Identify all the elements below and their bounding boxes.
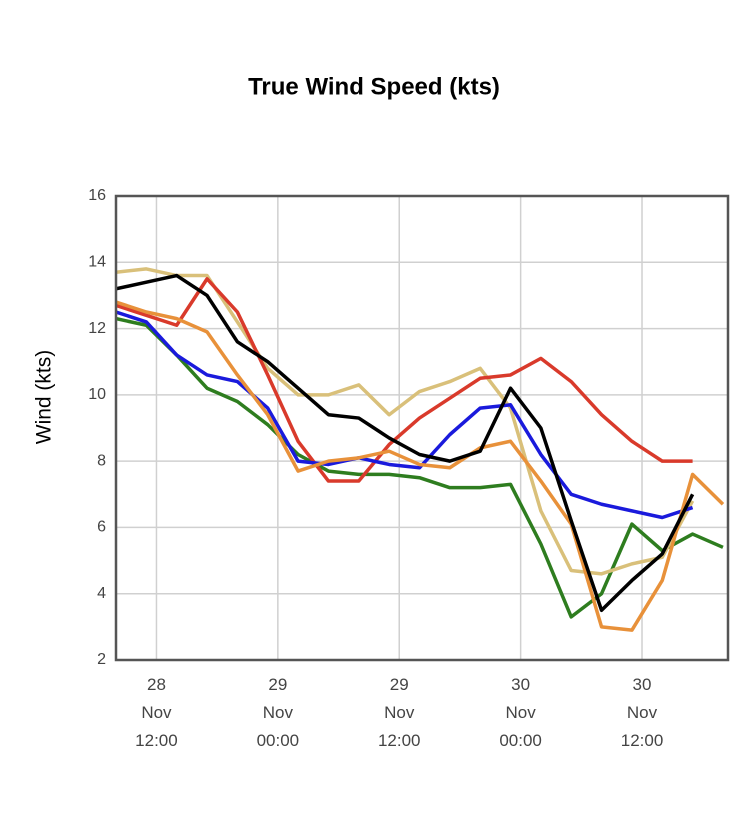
x-tick-label: 28 Nov 12:00 bbox=[135, 675, 178, 750]
y-tick-label: 14 bbox=[88, 254, 106, 271]
chart-title: True Wind Speed (kts) bbox=[248, 73, 500, 100]
x-tick-label: 30 Nov 00:00 bbox=[499, 675, 542, 750]
y-axis-label: Wind (kts) bbox=[33, 350, 56, 445]
x-tick-label: 29 Nov 00:00 bbox=[256, 675, 300, 750]
series-line bbox=[116, 273, 695, 613]
y-tick-label: 6 bbox=[97, 519, 106, 536]
y-tick-label: 10 bbox=[88, 386, 106, 403]
series-line bbox=[116, 277, 693, 483]
y-tick-label: 2 bbox=[97, 651, 106, 668]
y-tick-label: 16 bbox=[88, 187, 106, 204]
series-line bbox=[116, 316, 724, 619]
y-tick-label: 8 bbox=[97, 452, 106, 469]
y-tick-label: 12 bbox=[88, 320, 106, 337]
series-line bbox=[116, 310, 694, 520]
y-tick-label: 4 bbox=[97, 585, 106, 602]
series-line bbox=[116, 300, 725, 632]
plot-frame bbox=[114, 194, 730, 662]
x-tick-label: 30 Nov 12:00 bbox=[620, 675, 664, 750]
x-tick-label: 29 Nov 12:00 bbox=[377, 675, 421, 750]
